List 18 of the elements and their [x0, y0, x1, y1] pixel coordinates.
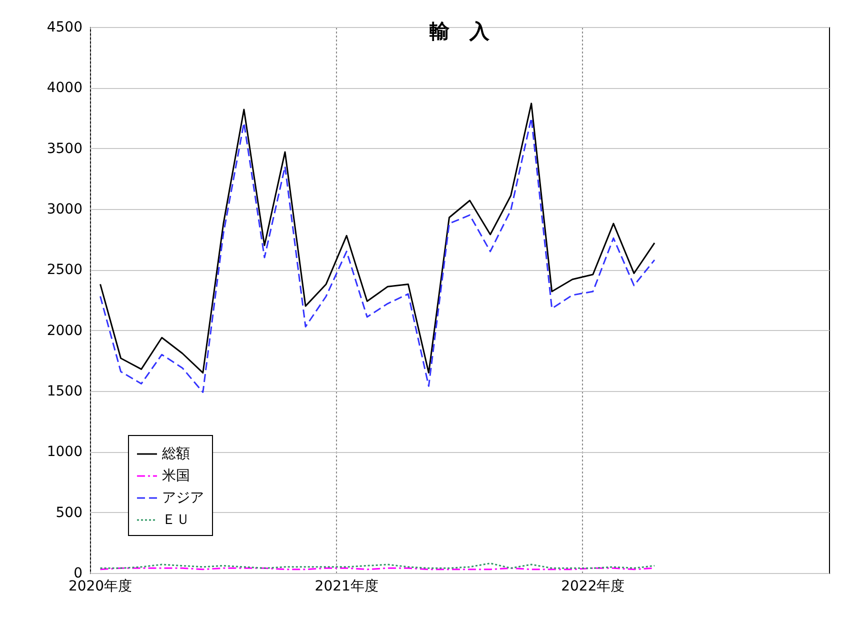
y-tick-label: 500: [56, 504, 82, 521]
y-tick-label: 1500: [46, 384, 82, 400]
y-tick-label: 0: [74, 566, 82, 582]
legend-label: 米国: [162, 468, 190, 484]
y-tick-label: 1000: [46, 444, 82, 460]
x-tick-label: 2020年度: [68, 578, 132, 594]
x-tick-label: 2022年度: [561, 578, 625, 594]
y-tick-label: 3000: [46, 202, 82, 218]
chart-title: 輸 入: [428, 19, 490, 43]
x-tick-label: 2021年度: [314, 578, 378, 594]
y-tick-label: 4000: [46, 80, 82, 96]
legend-label: ＥＵ: [162, 512, 190, 528]
y-tick-label: 3500: [46, 140, 82, 157]
legend-label: 総額: [161, 446, 190, 462]
y-tick-label: 2500: [46, 262, 82, 278]
y-tick-label: 2000: [46, 322, 82, 339]
legend-label: アジア: [162, 490, 204, 506]
y-tick-label: 4500: [46, 20, 82, 36]
